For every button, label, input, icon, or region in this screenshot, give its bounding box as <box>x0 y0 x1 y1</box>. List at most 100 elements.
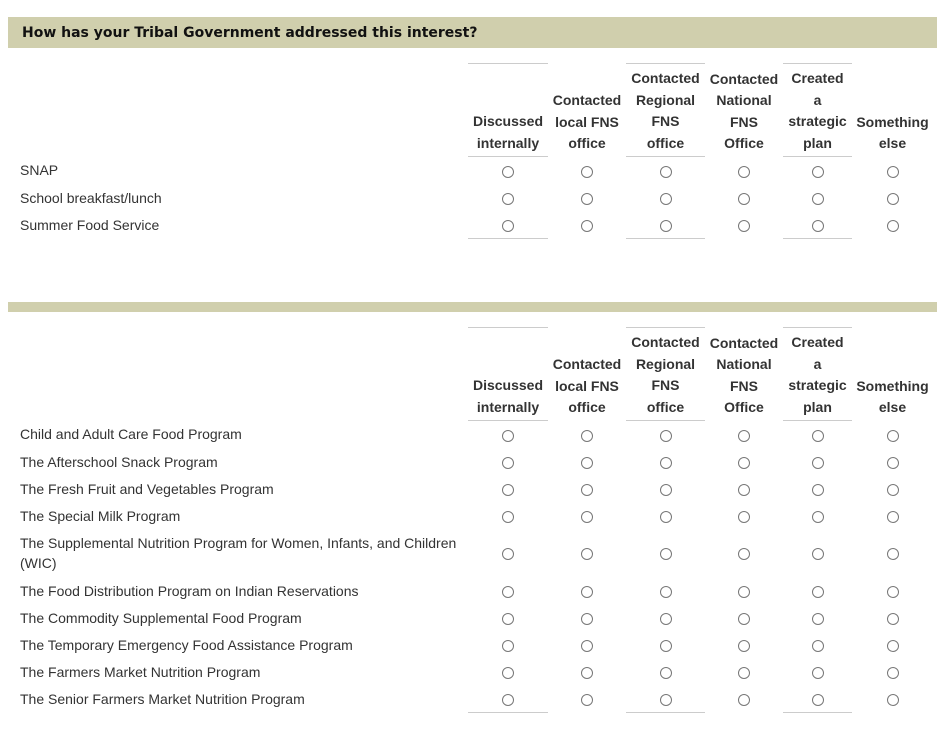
radio-button[interactable] <box>502 456 514 469</box>
radio-button[interactable] <box>886 666 899 679</box>
radio-button[interactable] <box>738 456 750 469</box>
radio-button[interactable] <box>502 165 514 178</box>
radio-button[interactable] <box>659 639 672 652</box>
radio-button[interactable] <box>502 548 514 561</box>
radio-button[interactable] <box>738 585 750 598</box>
row-label: Child and Adult Care Food Program <box>20 426 242 443</box>
radio-button[interactable] <box>811 585 824 598</box>
radio-button[interactable] <box>581 548 593 561</box>
radio-button[interactable] <box>738 165 750 178</box>
row-label: The Food Distribution Program on Indian … <box>20 582 359 599</box>
radio-button[interactable] <box>659 585 672 598</box>
radio-button[interactable] <box>502 192 514 205</box>
radio-button[interactable] <box>738 483 750 496</box>
radio-button[interactable] <box>581 585 593 598</box>
radio-button[interactable] <box>738 192 750 205</box>
radio-button[interactable] <box>659 666 672 679</box>
radio-button[interactable] <box>581 639 593 652</box>
table-row: The Temporary Emergency Food Assistance … <box>12 631 933 658</box>
radio-button[interactable] <box>659 483 672 496</box>
column-header: Contacted National FNS Office <box>709 70 779 152</box>
radio-button[interactable] <box>659 219 672 232</box>
radio-button[interactable] <box>581 694 593 707</box>
radio-button[interactable] <box>581 192 593 205</box>
radio-button[interactable] <box>811 693 824 706</box>
row-label: The Supplemental Nutrition Program for W… <box>20 535 457 571</box>
header-row: Discussed internally Contacted local FNS off… <box>12 327 933 421</box>
radio-button[interactable] <box>811 548 824 561</box>
radio-button[interactable] <box>659 165 672 178</box>
column-header: Contacted Regional FNS office <box>626 63 705 157</box>
radio-button[interactable] <box>811 165 824 178</box>
radio-button[interactable] <box>502 693 514 706</box>
radio-button[interactable] <box>738 220 750 233</box>
column-header: Something else <box>856 113 929 152</box>
column-header: Created a strategic plan <box>783 327 852 421</box>
radio-button[interactable] <box>811 639 824 652</box>
radio-button[interactable] <box>581 666 593 679</box>
radio-button[interactable] <box>581 429 593 442</box>
column-header: Discussed internally <box>468 63 548 157</box>
radio-button[interactable] <box>659 612 672 625</box>
table-row: The Special Milk Program <box>12 502 933 529</box>
radio-button[interactable] <box>886 639 899 652</box>
section-divider <box>8 302 937 312</box>
radio-button[interactable] <box>581 510 593 523</box>
radio-button[interactable] <box>886 585 899 598</box>
radio-button[interactable] <box>502 510 514 523</box>
radio-button[interactable] <box>738 666 750 679</box>
radio-button[interactable] <box>581 456 593 469</box>
table-row: The Fresh Fruit and Vegetables Program <box>12 475 933 502</box>
radio-button[interactable] <box>738 639 750 652</box>
radio-button[interactable] <box>886 165 899 178</box>
row-label: The Commodity Supplemental Food Program <box>20 609 302 626</box>
radio-button[interactable] <box>738 510 750 523</box>
radio-button[interactable] <box>659 456 672 469</box>
radio-button[interactable] <box>886 220 899 233</box>
radio-button[interactable] <box>886 429 899 442</box>
radio-button[interactable] <box>886 456 899 469</box>
radio-button[interactable] <box>811 666 824 679</box>
radio-button[interactable] <box>502 219 514 232</box>
radio-button[interactable] <box>581 220 593 233</box>
radio-button[interactable] <box>581 165 593 178</box>
radio-button[interactable] <box>886 612 899 625</box>
row-label: The Afterschool Snack Program <box>20 453 218 470</box>
radio-button[interactable] <box>886 694 899 707</box>
radio-button[interactable] <box>811 429 824 442</box>
radio-button[interactable] <box>659 192 672 205</box>
radio-button[interactable] <box>811 612 824 625</box>
radio-button[interactable] <box>811 510 824 523</box>
radio-button[interactable] <box>659 548 672 561</box>
row-label: The Special Milk Program <box>20 507 181 524</box>
radio-button[interactable] <box>502 585 514 598</box>
column-header: Discussed internally <box>468 327 548 421</box>
radio-button[interactable] <box>659 693 672 706</box>
radio-button[interactable] <box>502 429 514 442</box>
radio-button[interactable] <box>738 429 750 442</box>
radio-button[interactable] <box>886 548 899 561</box>
radio-button[interactable] <box>502 483 514 496</box>
radio-button[interactable] <box>502 639 514 652</box>
radio-button[interactable] <box>738 612 750 625</box>
question-header: How has your Tribal Government addressed… <box>8 17 937 48</box>
row-label: School breakfast/lunch <box>20 189 162 206</box>
radio-button[interactable] <box>502 666 514 679</box>
radio-button[interactable] <box>738 694 750 707</box>
table-row: Child and Adult Care Food Program <box>12 421 933 449</box>
radio-button[interactable] <box>738 548 750 561</box>
radio-button[interactable] <box>886 483 899 496</box>
radio-button[interactable] <box>811 192 824 205</box>
radio-button[interactable] <box>581 483 593 496</box>
column-header: Something else <box>856 377 929 416</box>
matrix-table-1: Discussed internally Contacted local FNS off… <box>12 63 933 239</box>
radio-button[interactable] <box>811 456 824 469</box>
radio-button[interactable] <box>886 510 899 523</box>
radio-button[interactable] <box>659 429 672 442</box>
radio-button[interactable] <box>581 612 593 625</box>
radio-button[interactable] <box>659 510 672 523</box>
radio-button[interactable] <box>811 483 824 496</box>
radio-button[interactable] <box>502 612 514 625</box>
radio-button[interactable] <box>886 192 899 205</box>
radio-button[interactable] <box>811 219 824 232</box>
